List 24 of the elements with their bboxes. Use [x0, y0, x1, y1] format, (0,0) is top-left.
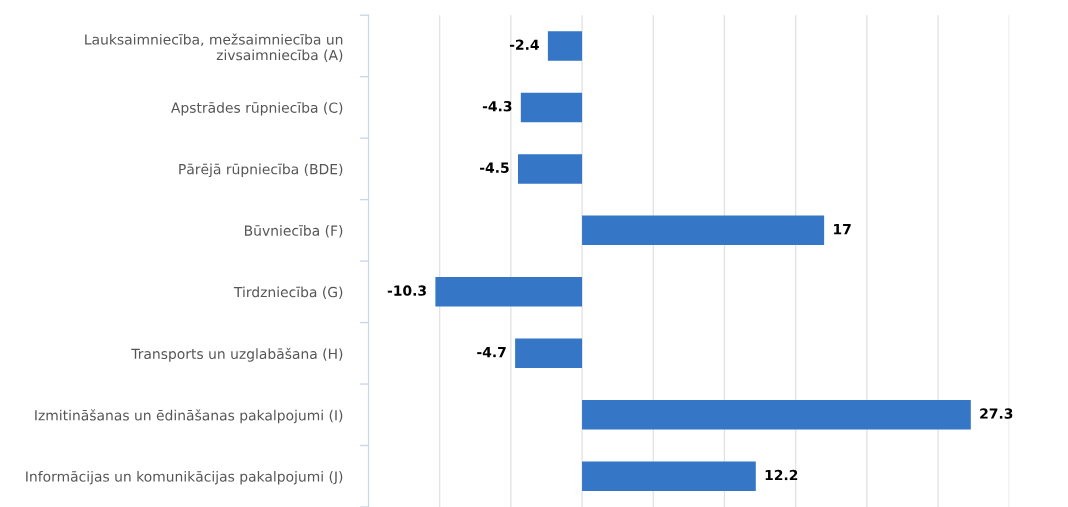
y-tick-label: Tirdzniecība (G) — [233, 286, 343, 299]
data-label: 27.3 — [980, 408, 1013, 419]
data-label: -10.3 — [387, 285, 426, 296]
y-tick-label: Transports un uzglabāšana (H) — [131, 347, 343, 362]
bar — [517, 154, 583, 184]
data-label: 12.2 — [765, 469, 798, 481]
bar — [520, 92, 583, 123]
data-label: 17 — [834, 224, 851, 235]
data-label: -4.3 — [482, 100, 512, 112]
data-label: -2.4 — [509, 39, 539, 50]
y-tick-label: Izmitināšanas un ēdināšanas pakalpojumi (I) — [35, 409, 343, 424]
bar — [547, 31, 583, 61]
bar — [582, 400, 971, 430]
bar — [435, 277, 583, 307]
bar — [582, 215, 825, 246]
bar — [582, 461, 756, 492]
y-tick-label: Apstrādes rūpniecība (C) — [171, 102, 343, 116]
y-tick-label: Būvniecība (F) — [245, 225, 343, 238]
y-tick-label: Lauksaimniecība, mežsaimniecība un zivsaimniecība (A) — [85, 33, 343, 62]
bar — [515, 338, 583, 369]
y-tick-label: Pārējā rūpniecība (BDE) — [179, 163, 343, 178]
data-label: -4.5 — [480, 162, 509, 173]
y-tick-label: Informācijas un komunikācijas pakalpojumi (J) — [26, 470, 343, 485]
data-label: -4.7 — [477, 347, 506, 358]
